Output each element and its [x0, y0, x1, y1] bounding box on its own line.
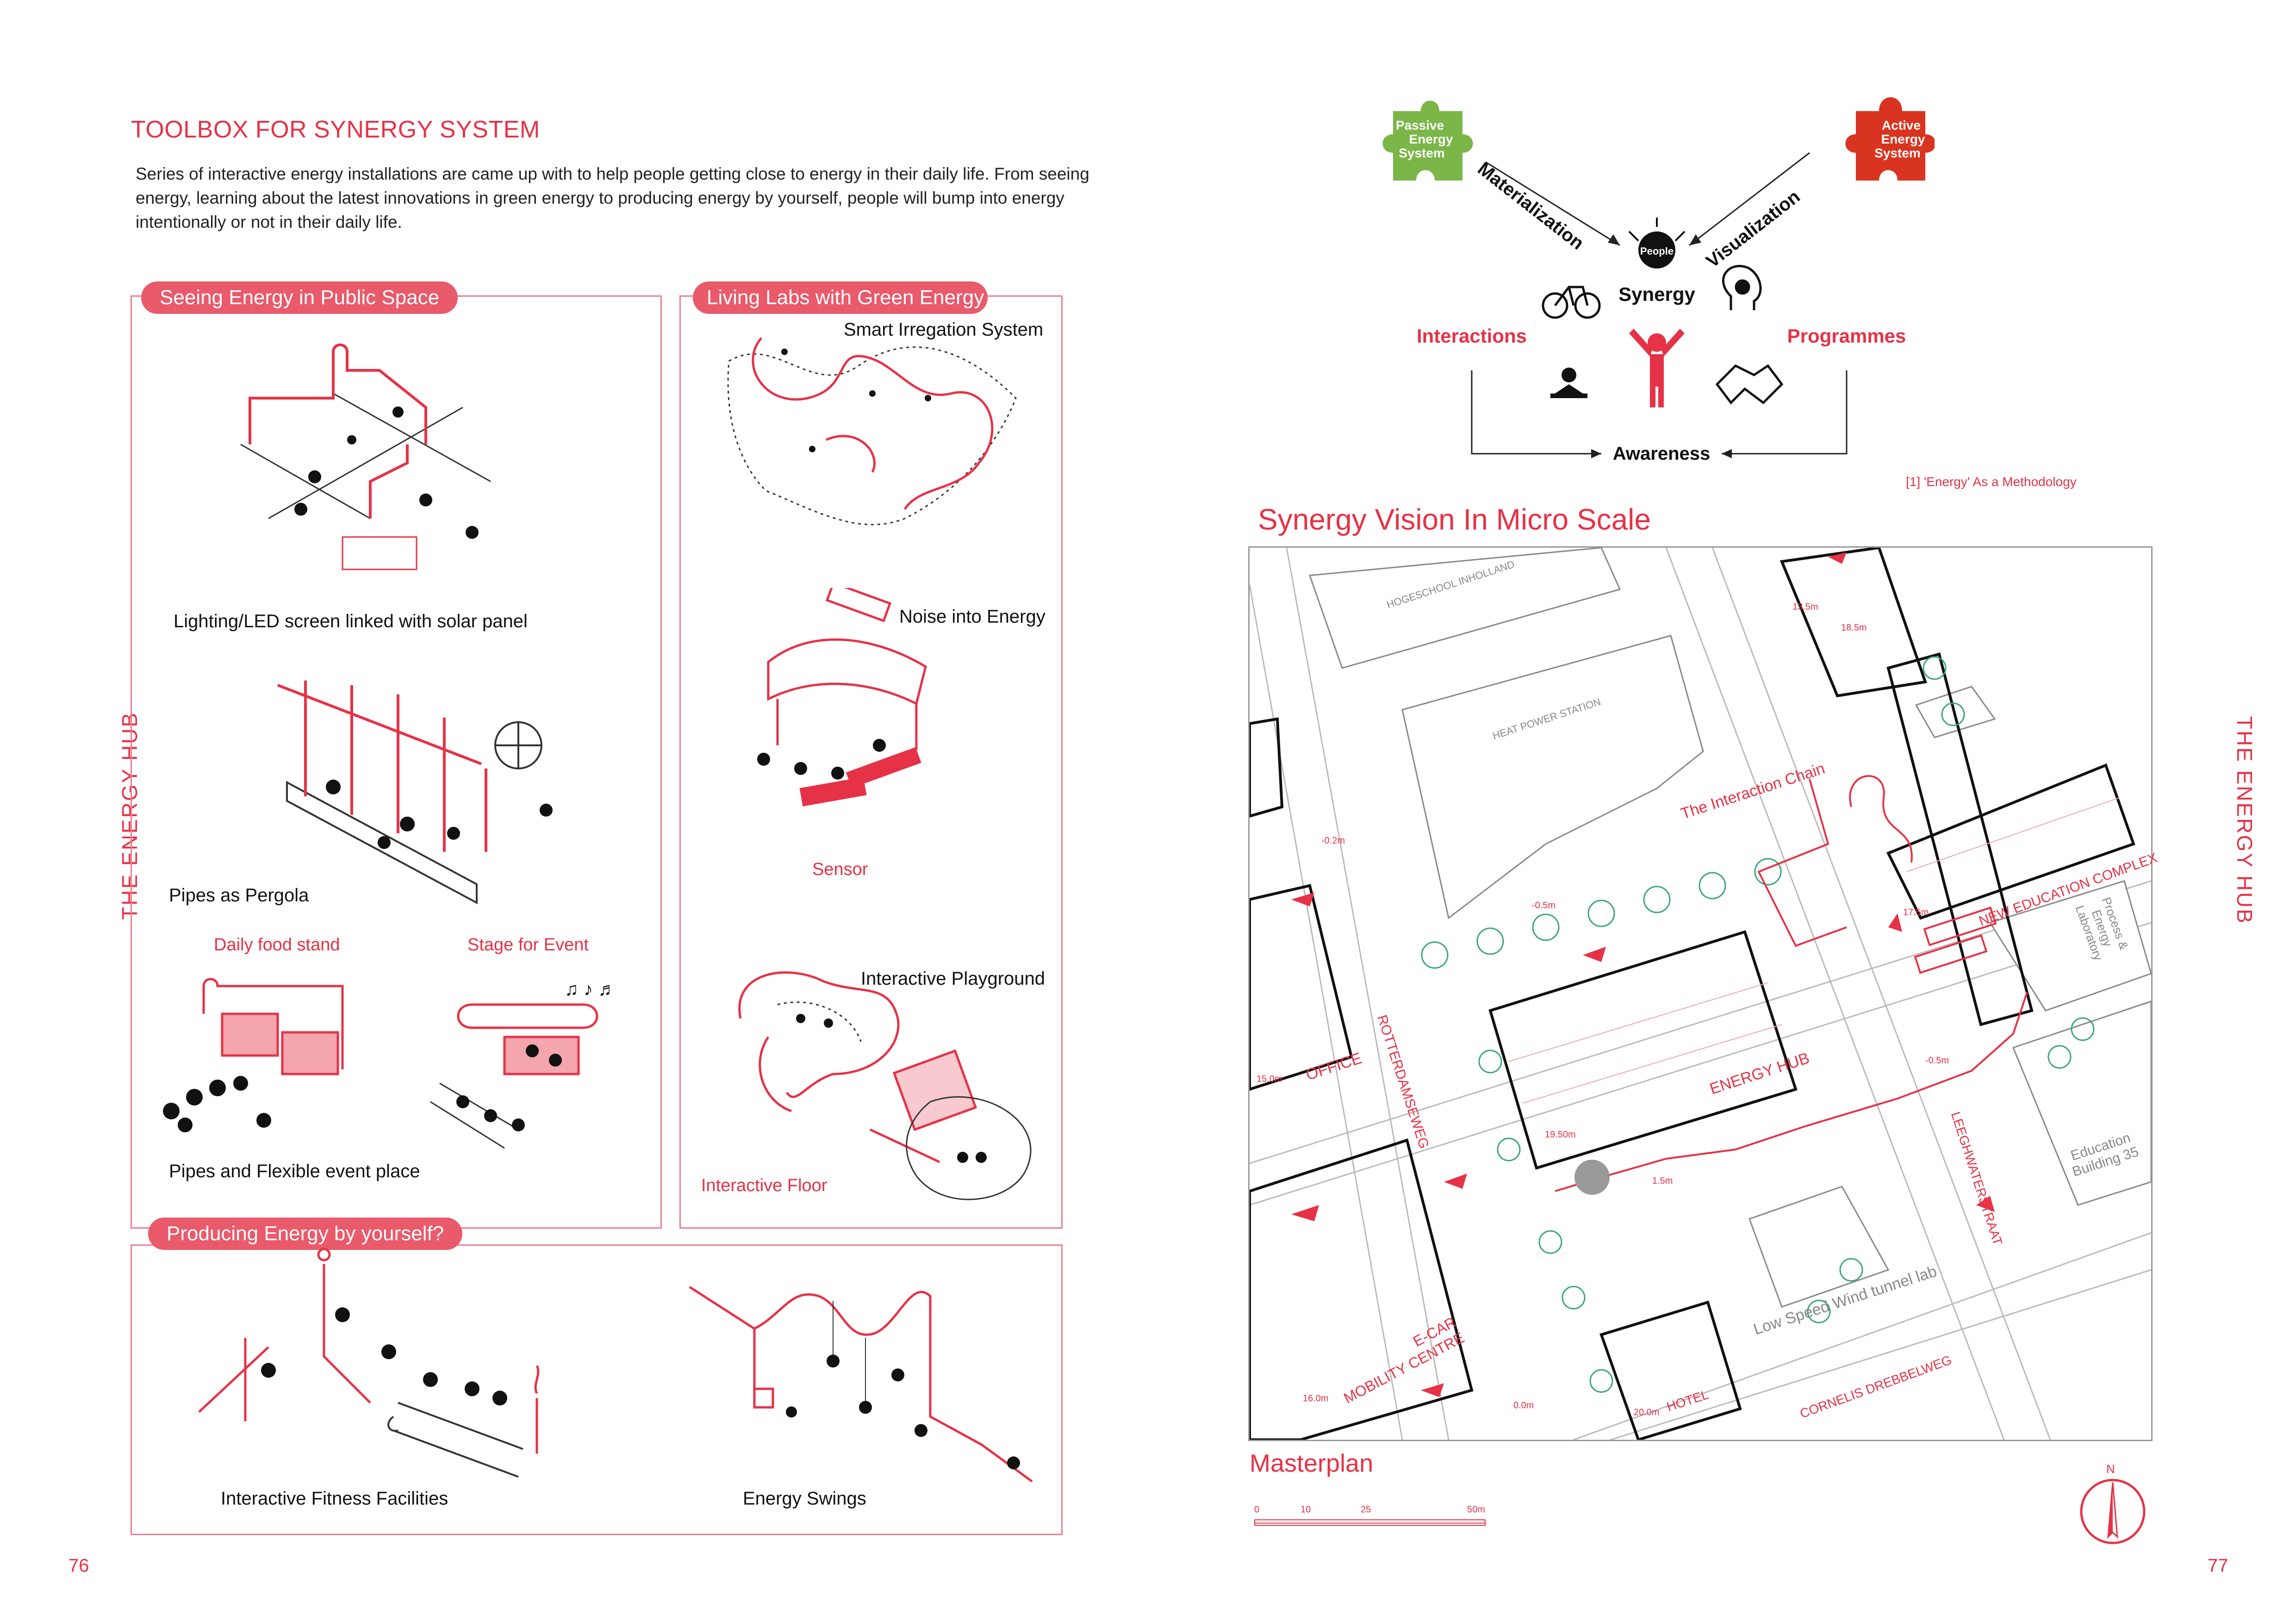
- noise-illustration: [757, 588, 927, 806]
- materialization-label: Materialization: [1474, 158, 1587, 254]
- led-screen-label: Lighting/LED screen linked with solar pa…: [174, 611, 528, 631]
- led-screen-illustration: [240, 344, 491, 570]
- height-marker: 15.0m: [1257, 1074, 1282, 1084]
- fitness-illustration: [198, 1248, 540, 1478]
- side-label-right: THE ENERGY HUB: [2233, 716, 2257, 925]
- swings-illustration: [689, 1286, 1033, 1483]
- irrigation-label: Smart Irregation System: [844, 319, 1044, 340]
- scale-tick-25: 25: [1361, 1505, 1371, 1515]
- masterplan-map: [1248, 546, 2153, 1441]
- awareness-label: Awareness: [1613, 443, 1711, 464]
- scale-tick-50: 50m: [1467, 1505, 1485, 1515]
- event-place-label: Pipes and Flexible event place: [169, 1161, 420, 1181]
- masterplan-label: Masterplan: [1250, 1449, 1374, 1477]
- passive-label-1: Passive: [1396, 118, 1444, 132]
- producing-energy-title: Producing Energy by yourself?: [148, 1218, 463, 1250]
- playground-label: Interactive Playground: [861, 968, 1045, 989]
- height-marker: 19.50m: [1545, 1130, 1576, 1140]
- pergola-label: Pipes as Pergola: [169, 885, 309, 906]
- interactions-label: Interactions: [1417, 325, 1527, 347]
- passive-label-3: System: [1399, 146, 1445, 160]
- living-labs-title: Living Labs with Green Energy: [693, 281, 988, 314]
- head-icon: [1722, 265, 1762, 310]
- people-label: People: [1640, 245, 1674, 257]
- page-number-right: 77: [2208, 1555, 2228, 1576]
- height-marker: -0.5m: [1532, 900, 1556, 911]
- north-label: N: [2106, 1462, 2115, 1476]
- visualization-label: Visualization: [1702, 186, 1804, 272]
- height-marker: -0.5m: [1925, 1056, 1949, 1066]
- page-number-left: 76: [68, 1555, 89, 1576]
- height-marker: 16.0m: [1303, 1393, 1329, 1404]
- masterplan-svg: [1250, 548, 2151, 1440]
- active-label-3: System: [1874, 146, 1921, 160]
- people-icon: [1628, 218, 1686, 269]
- bicycle-icon: [1542, 286, 1601, 319]
- height-marker: 20.0m: [1634, 1407, 1660, 1418]
- programmes-label: Programmes: [1787, 325, 1906, 347]
- page-title: TOOLBOX FOR SYNERGY SYSTEM: [131, 116, 540, 143]
- scale-bar: 0 10 25 50m: [1254, 1505, 1486, 1532]
- noise-label: Noise into Energy: [899, 606, 1045, 627]
- diagram-caption: [1] 'Energy' As a Methodology: [1906, 475, 2077, 489]
- scale-tick-10: 10: [1300, 1505, 1311, 1515]
- height-marker: 13.5m: [1792, 602, 1818, 612]
- height-marker: -0.2m: [1321, 836, 1345, 846]
- fitness-label: Interactive Fitness Facilities: [221, 1488, 448, 1509]
- synergy-diagram: Passive Energy System Active Energy Syst…: [1382, 97, 1935, 464]
- playground-illustration: [738, 971, 1032, 1200]
- height-marker: 1.5m: [1652, 1176, 1673, 1186]
- height-marker: 0.0m: [1513, 1400, 1534, 1411]
- swings-label: Energy Swings: [743, 1488, 866, 1509]
- irrigation-illustration: [727, 337, 1017, 525]
- synergy-label: Synergy: [1618, 283, 1695, 305]
- daily-food-stand-label: Daily food stand: [214, 935, 340, 955]
- handshake-icon: [1715, 364, 1784, 405]
- seeing-energy-title: Seeing Energy in Public Space: [141, 281, 458, 314]
- scale-tick-0: 0: [1254, 1505, 1260, 1515]
- vision-title: Synergy Vision In Micro Scale: [1258, 503, 1651, 536]
- passive-puzzle-icon: [1382, 100, 1473, 181]
- svg-text:♫ ♪ ♬: ♫ ♪ ♬: [565, 979, 616, 999]
- passive-label-2: Energy: [1409, 132, 1453, 146]
- food-stand-illustration: [163, 978, 344, 1132]
- height-marker: 17.5m: [1903, 907, 1929, 918]
- north-arrow-icon: [2080, 1479, 2146, 1544]
- pergola-illustration: [277, 681, 553, 905]
- active-label-2: Energy: [1881, 132, 1925, 146]
- height-marker: 18.5m: [1841, 623, 1867, 633]
- intro-paragraph: Series of interactive energy installatio…: [136, 164, 1089, 231]
- stage-event-label: Stage for Event: [467, 935, 589, 955]
- sensor-label: Sensor: [812, 860, 868, 879]
- stage-illustration: ♫ ♪ ♬: [430, 979, 616, 1149]
- active-label-1: Active: [1882, 118, 1921, 132]
- interactive-floor-label: Interactive Floor: [701, 1176, 828, 1195]
- active-puzzle-icon: [1845, 97, 1935, 181]
- producing-energy-panel: [131, 1244, 1063, 1535]
- reading-icon: [1550, 368, 1587, 398]
- person-icon: [1629, 329, 1685, 407]
